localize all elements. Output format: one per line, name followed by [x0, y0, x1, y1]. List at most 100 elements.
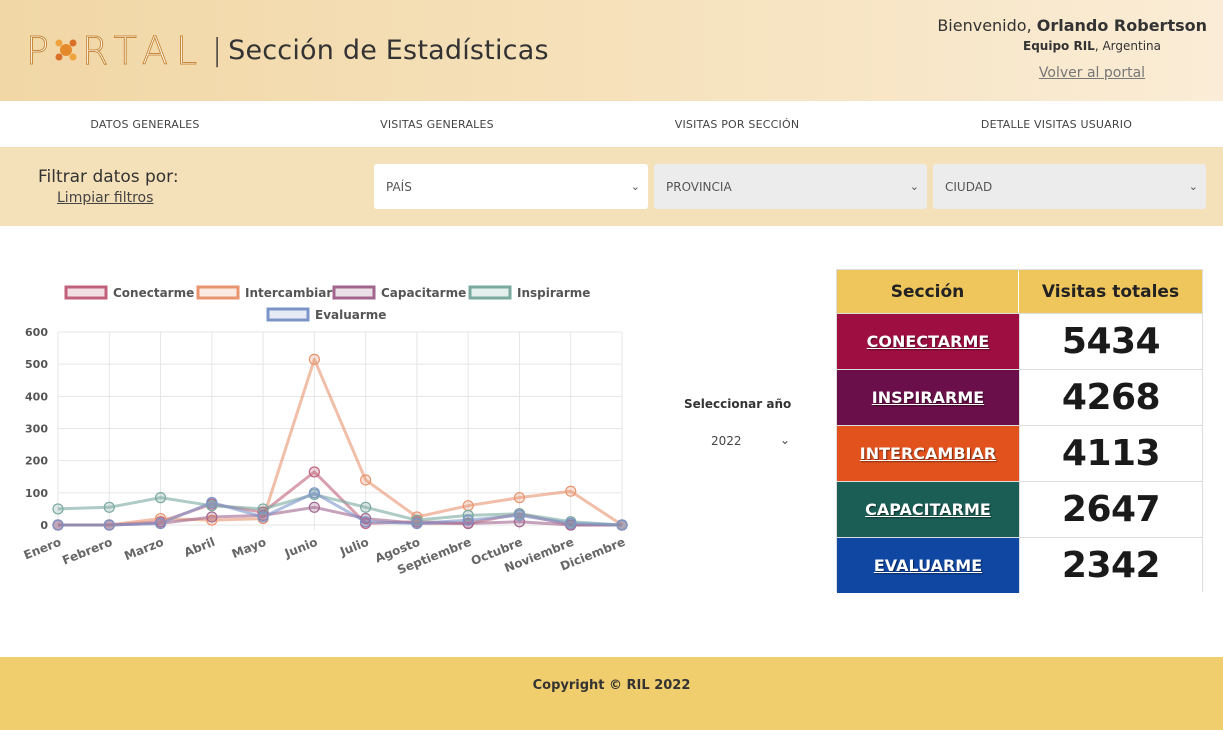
data-point — [257, 503, 269, 515]
city-select[interactable]: CIUDAD ⌄ — [933, 164, 1206, 209]
portal-logo-icon: P RTAL — [26, 30, 205, 70]
legend-swatch — [468, 285, 512, 300]
series-line — [58, 357, 623, 527]
data-point — [565, 485, 577, 497]
table-row: CAPACITARME 2647 — [837, 481, 1202, 537]
section-link-conectarme[interactable]: CONECTARME — [837, 314, 1019, 369]
province-select[interactable]: PROVINCIA ⌄ — [654, 164, 927, 209]
tab-visitas-por-seccion[interactable]: VISITAS POR SECCIÓN — [674, 117, 800, 131]
year-select-value: 2022 — [711, 434, 742, 448]
data-point — [52, 503, 64, 515]
visits-count: 5434 — [1019, 314, 1202, 369]
data-point — [154, 492, 167, 504]
header: P RTAL | Sección de Estadísticas Bienven… — [0, 0, 1223, 101]
user-info: Bienvenido, Orlando Robertson Equipo RIL… — [887, 16, 1207, 81]
data-point — [206, 514, 218, 526]
svg-text:P: P — [26, 30, 57, 70]
visits-table: Sección Visitas totales CONECTARME 5434 … — [836, 269, 1203, 593]
chevron-down-icon: ⌄ — [909, 180, 919, 193]
y-tick-label: 600 — [25, 326, 48, 339]
data-point — [360, 516, 372, 528]
visits-count: 2647 — [1019, 482, 1202, 537]
data-point — [308, 501, 320, 513]
data-point — [616, 519, 628, 531]
welcome-text: Bienvenido, — [937, 16, 1032, 35]
x-tick-label: Febrero — [60, 535, 114, 568]
data-point — [360, 512, 372, 525]
x-tick-label: Julio — [337, 535, 371, 559]
year-select[interactable]: 2022 ⌄ — [696, 430, 796, 454]
series-line — [57, 492, 623, 527]
section-link-inspirarme[interactable]: INSPIRARME — [837, 370, 1019, 425]
svg-text:RTAL: RTAL — [82, 30, 205, 70]
visits-count: 4113 — [1019, 426, 1202, 481]
series-line — [58, 491, 623, 527]
tab-visitas-generales[interactable]: VISITAS GENERALES — [380, 117, 494, 131]
chevron-down-icon: ⌄ — [1188, 180, 1198, 193]
data-point — [360, 501, 372, 513]
section-link-evaluarme[interactable]: EVALUARME — [837, 538, 1019, 593]
table-row: INSPIRARME 4268 — [837, 369, 1202, 425]
section-link-capacitarme[interactable]: CAPACITARME — [837, 482, 1019, 537]
data-point — [513, 492, 526, 504]
table-header: Sección Visitas totales — [837, 270, 1202, 313]
country-select[interactable]: PAÍS ⌄ — [374, 164, 648, 209]
filter-label: Filtrar datos por: — [38, 167, 179, 187]
legend-swatch — [196, 285, 240, 300]
data-point — [206, 511, 218, 523]
data-point — [360, 474, 372, 486]
data-point — [206, 496, 218, 509]
tab-datos-generales[interactable]: DATOS GENERALES — [90, 117, 200, 131]
page-title: Sección de Estadísticas — [228, 34, 549, 66]
data-point — [154, 517, 167, 529]
legend-label: Conectarme — [113, 286, 194, 300]
city-select-value: CIUDAD — [945, 179, 993, 194]
y-tick-label: 500 — [25, 358, 48, 371]
table-row: INTERCAMBIAR 4113 — [837, 425, 1202, 481]
visits-count: 2342 — [1019, 538, 1202, 593]
column-header-section: Sección — [837, 270, 1019, 313]
data-point — [565, 517, 577, 529]
visits-count: 4268 — [1019, 370, 1202, 425]
y-tick-label: 200 — [25, 455, 48, 468]
y-tick-label: 400 — [25, 390, 48, 403]
data-point — [411, 517, 423, 529]
x-tick-label: Abril — [182, 535, 217, 560]
y-tick-label: 100 — [25, 487, 48, 500]
data-point — [411, 514, 423, 526]
stats-nav: DATOS GENERALES VISITAS GENERALES VISITA… — [0, 101, 1223, 147]
welcome-line: Bienvenido, Orlando Robertson — [887, 16, 1207, 35]
legend-label: Evaluarme — [315, 308, 386, 322]
legend-swatch — [332, 285, 376, 300]
table-row: CONECTARME 5434 — [837, 313, 1202, 369]
data-point — [513, 509, 526, 521]
back-to-portal-link[interactable]: Volver al portal — [1038, 65, 1146, 81]
data-point — [308, 353, 320, 365]
year-label: Seleccionar año — [684, 397, 792, 411]
country-select-value: PAÍS — [386, 179, 412, 194]
legend-swatch — [266, 307, 310, 322]
data-point — [308, 466, 320, 478]
portal-logo[interactable]: P RTAL | Sección de Estadísticas — [26, 30, 549, 70]
footer: Copyright © RIL 2022 — [0, 657, 1223, 730]
copyright-text: Copyright © RIL 2022 — [532, 678, 691, 693]
legend-label: Intercambiar — [245, 286, 332, 300]
data-point — [52, 519, 64, 531]
data-point — [462, 514, 474, 526]
tab-detalle-visitas-usuario[interactable]: DETALLE VISITAS USUARIO — [980, 117, 1133, 131]
x-tick-label: Enero — [22, 535, 63, 563]
data-point — [103, 519, 115, 531]
filters-bar: Filtrar datos por: Limpiar filtros PAÍS … — [0, 147, 1223, 226]
team-line: Equipo RIL, Argentina — [1023, 39, 1161, 53]
province-select-value: PROVINCIA — [666, 179, 732, 194]
visits-line-chart: 0 100 200 300 400 500 600 Enero Febrero Marzo Abri… — [0, 270, 640, 590]
data-point — [462, 517, 474, 529]
data-point — [308, 487, 320, 499]
section-link-intercambiar[interactable]: INTERCAMBIAR — [837, 426, 1019, 481]
legend-swatch — [64, 285, 108, 300]
data-point — [462, 500, 474, 512]
user-name: Orlando Robertson — [1036, 16, 1207, 35]
clear-filters-link[interactable]: Limpiar filtros — [57, 190, 154, 206]
chevron-down-icon: ⌄ — [630, 180, 640, 193]
